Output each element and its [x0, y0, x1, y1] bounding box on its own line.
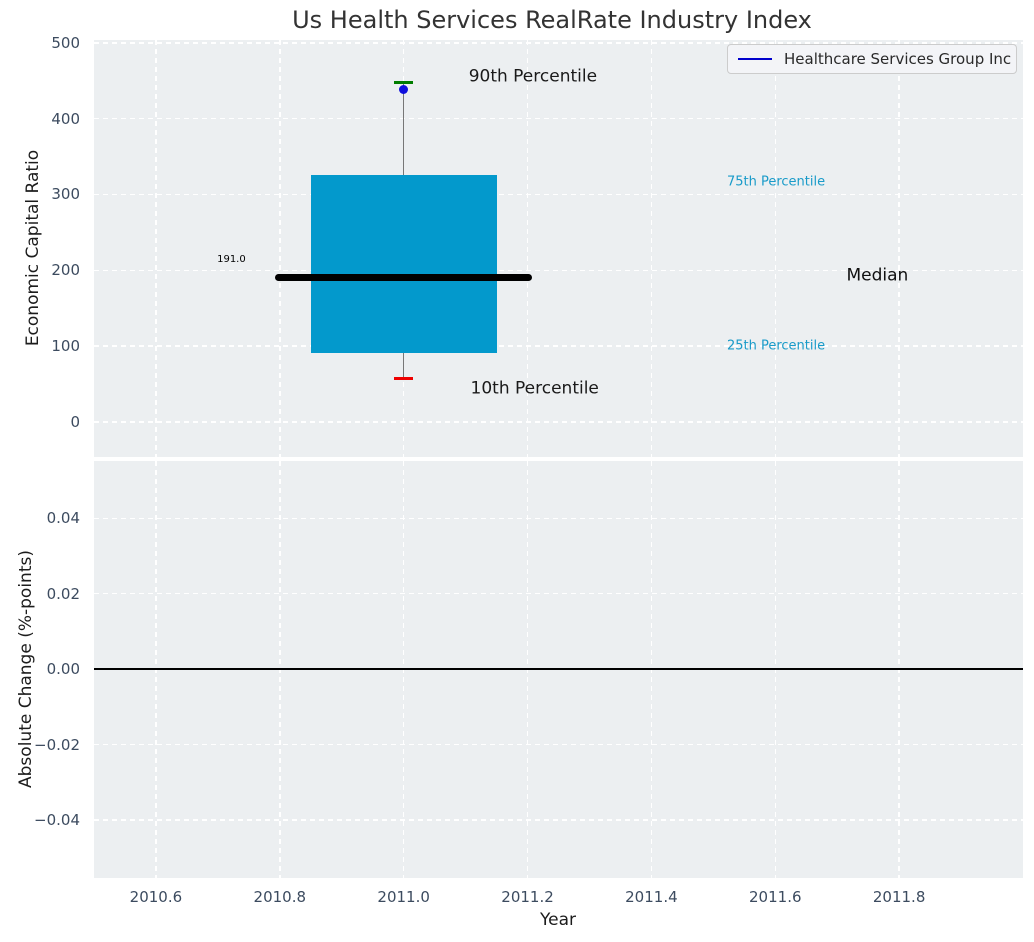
p10-label: 10th Percentile: [470, 378, 599, 399]
gridline-horizontal: [94, 269, 1023, 271]
gridline-horizontal: [94, 345, 1023, 347]
y-tick-label: 300: [51, 185, 80, 204]
y-tick-label: 500: [51, 33, 80, 52]
gridline-vertical: [526, 40, 529, 457]
legend: Healthcare Services Group Inc: [727, 44, 1017, 74]
gridline-horizontal: [94, 42, 1023, 44]
p75-label: 75th Percentile: [726, 174, 826, 190]
gridline-horizontal: [94, 517, 1023, 520]
chart-title: Us Health Services RealRate Industry Ind…: [292, 6, 812, 34]
top-plot-panel: 90th Percentile 10th Percentile 75th Perce…: [94, 40, 1023, 457]
bottom-plot-panel: [94, 461, 1023, 878]
x-tick-label: 2011.2: [501, 888, 554, 906]
p25-label: 25th Percentile: [726, 338, 826, 354]
y-tick-label: 400: [51, 109, 80, 128]
iqr-box: [310, 175, 497, 353]
gridline-horizontal: [94, 743, 1023, 746]
y-tick-label: 0.00: [46, 660, 80, 679]
gridline-horizontal: [94, 117, 1023, 120]
median-label: Median: [846, 265, 909, 286]
x-tick-label: 2010.6: [129, 888, 183, 906]
gridline-horizontal: [94, 193, 1023, 196]
legend-series-label: Healthcare Services Group Inc: [784, 50, 1012, 68]
gridline-horizontal: [94, 421, 1023, 423]
p90-label: 90th Percentile: [468, 66, 598, 87]
y-tick-label: 0.02: [46, 584, 80, 603]
y-tick-label: 100: [51, 337, 80, 356]
x-tick-label: 2011.4: [625, 888, 678, 906]
gridline-vertical: [774, 40, 777, 457]
y-tick-label: 200: [51, 261, 80, 280]
top-y-axis-label: Economic Capital Ratio: [23, 149, 43, 347]
y-tick-label: −0.04: [34, 810, 80, 829]
company-point-marker: [399, 85, 409, 95]
gridline-vertical: [155, 40, 157, 457]
median-line: [275, 273, 533, 281]
gridline-vertical: [898, 40, 900, 457]
whisker-cap-90th-percentile: [394, 81, 414, 85]
y-tick-label: 0.04: [46, 509, 80, 528]
y-tick-label: −0.02: [34, 735, 80, 754]
zero-reference-line: [94, 668, 1023, 670]
x-tick-label: 2010.8: [253, 888, 307, 906]
gridline-horizontal: [94, 819, 1023, 821]
gridline-vertical: [279, 40, 281, 457]
x-tick-label: 2011.6: [749, 888, 802, 906]
whisker-cap-10th-percentile: [394, 377, 414, 381]
median-value-label: 191.0: [217, 254, 246, 266]
x-tick-label: 2011.8: [872, 888, 926, 906]
legend-line-sample: [738, 57, 772, 61]
x-tick-label: 2011.0: [377, 888, 430, 906]
x-axis-label: Year: [540, 910, 576, 930]
y-tick-label: 0: [70, 412, 80, 431]
gridline-vertical: [650, 40, 653, 457]
gridline-horizontal: [94, 592, 1023, 595]
